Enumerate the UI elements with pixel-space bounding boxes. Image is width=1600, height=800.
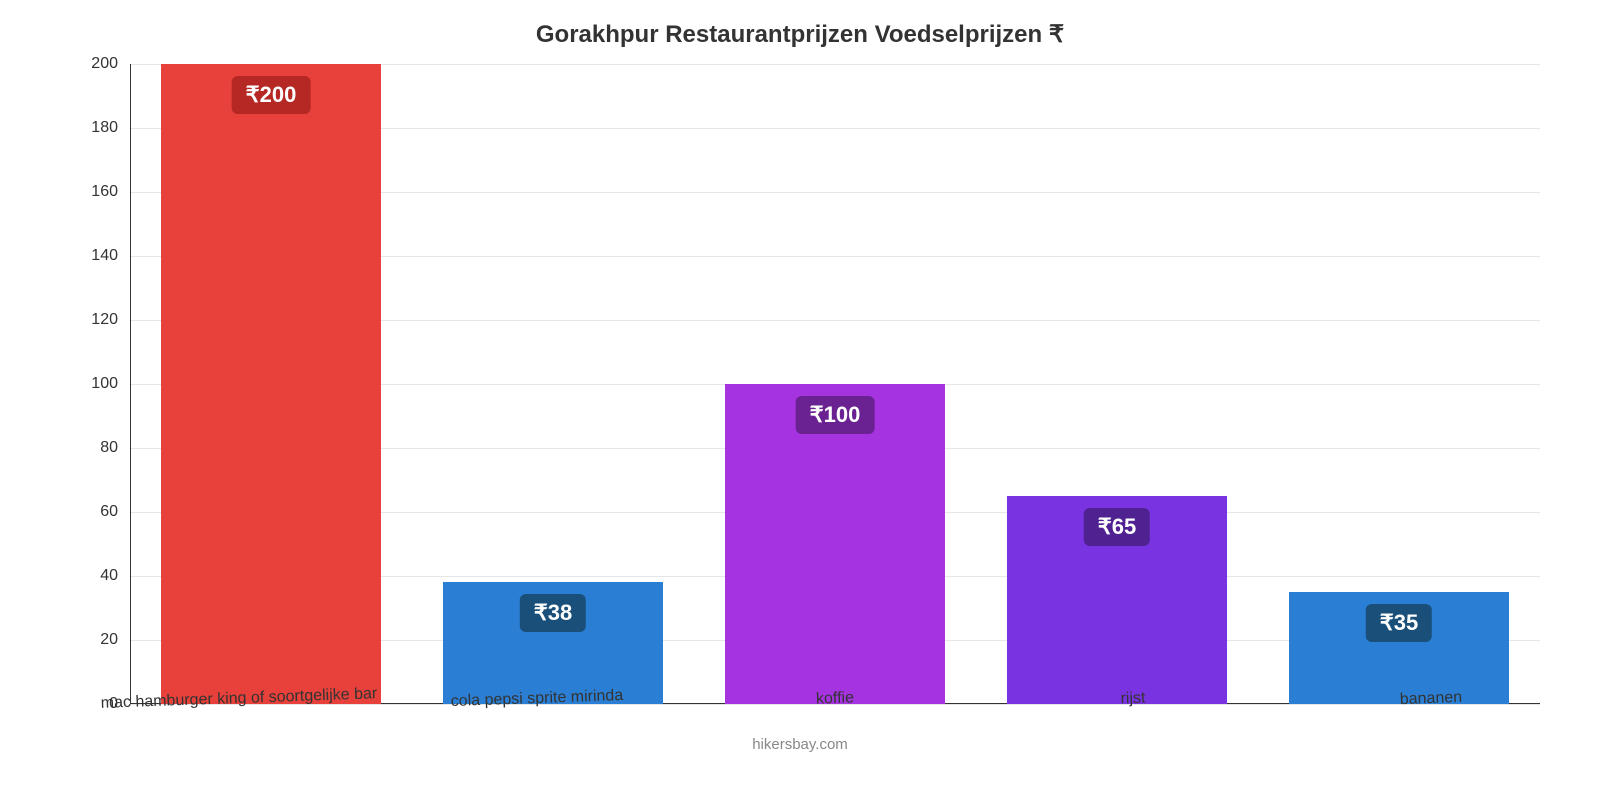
- bar-slot: ₹100: [694, 64, 976, 704]
- x-axis-label: mac hamburger king of soortgelijke bar: [90, 685, 388, 713]
- bar: ₹200: [161, 64, 381, 704]
- bars-group: ₹200 ₹38 ₹100 ₹65 ₹35: [130, 64, 1540, 704]
- y-tick-label: 80: [70, 439, 130, 457]
- attribution-text: hikersbay.com: [40, 736, 1560, 753]
- bar-slot: ₹200: [130, 64, 412, 704]
- plot-area: 020406080100120140160180200 ₹200₹38₹100₹…: [130, 64, 1540, 704]
- bar-slot: ₹65: [976, 64, 1258, 704]
- y-tick-label: 60: [70, 503, 130, 521]
- y-tick-label: 140: [70, 247, 130, 265]
- value-badge: ₹200: [232, 76, 311, 114]
- bar-slot: ₹35: [1258, 64, 1540, 704]
- bar-slot: ₹38: [412, 64, 694, 704]
- y-tick-label: 40: [70, 567, 130, 585]
- x-axis-label: koffie: [686, 685, 984, 713]
- value-badge: ₹100: [796, 396, 875, 434]
- y-tick-label: 20: [70, 631, 130, 649]
- value-badge: ₹35: [1366, 604, 1432, 642]
- y-tick-label: 160: [70, 183, 130, 201]
- x-axis-label: rijst: [984, 685, 1282, 713]
- y-tick-label: 100: [70, 375, 130, 393]
- y-tick-label: 120: [70, 311, 130, 329]
- value-badge: ₹65: [1084, 508, 1150, 546]
- chart-container: Gorakhpur Restaurantprijzen Voedselprijz…: [0, 0, 1600, 800]
- x-axis-label: bananen: [1282, 685, 1580, 713]
- value-badge: ₹38: [520, 594, 586, 632]
- bar: ₹35: [1289, 592, 1509, 704]
- bar: ₹100: [725, 384, 945, 704]
- chart-title: Gorakhpur Restaurantprijzen Voedselprijz…: [40, 20, 1560, 49]
- y-tick-label: 180: [70, 119, 130, 137]
- x-axis-label: cola pepsi sprite mirinda: [388, 685, 686, 713]
- bar: ₹65: [1007, 496, 1227, 704]
- x-axis-labels: mac hamburger king of soortgelijke barco…: [90, 690, 1580, 708]
- y-tick-label: 200: [70, 55, 130, 73]
